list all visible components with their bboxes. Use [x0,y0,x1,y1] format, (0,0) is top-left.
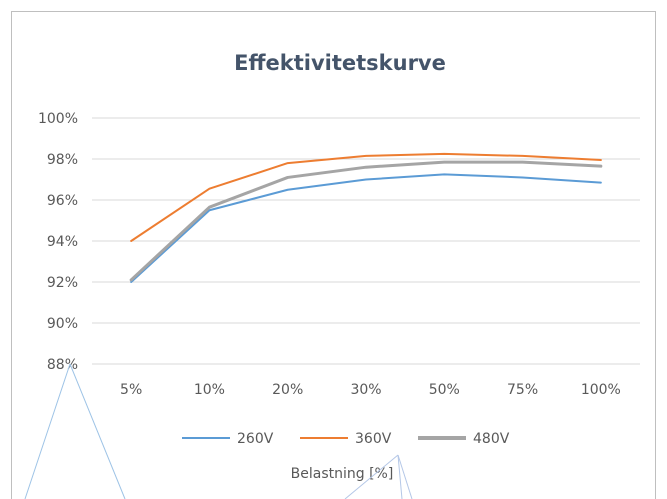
x-tick-label: 30% [350,382,381,398]
y-tick-label: 94% [47,234,78,250]
y-tick-label: 98% [47,152,78,168]
y-tick-label: 90% [47,316,78,332]
legend-label-260v: 260V [237,431,274,447]
gridlines [92,117,640,365]
y-tick-label: 88% [47,357,78,373]
x-tick-label: 100% [581,382,621,398]
legend: 260V 360V 480V [182,431,510,447]
x-tick-label: 50% [429,382,460,398]
y-tick-label: 96% [47,193,78,209]
series-line-360v [130,152,602,242]
x-tick-label: 20% [272,382,303,398]
x-axis-ticks: 5% 10% 20% 30% 50% 75% 100% [120,382,621,398]
chart-title: Effektivitetskurve [234,51,446,75]
decorative-guide-lines [24,363,413,499]
x-tick-label: 5% [120,382,142,398]
x-tick-label: 10% [194,382,225,398]
x-tick-label: 75% [507,382,538,398]
chart-frame [11,11,656,499]
y-tick-label: 100% [38,111,78,127]
series-line-480v [129,160,603,282]
y-axis-ticks: 88% 90% 92% 94% 96% 98% 100% [38,111,78,373]
x-axis-title: Belastning [%] [291,466,394,482]
series-lines [129,152,603,283]
legend-label-480v: 480V [473,431,510,447]
y-tick-label: 92% [47,275,78,291]
series-line-260v [130,173,602,283]
legend-label-360v: 360V [355,431,392,447]
